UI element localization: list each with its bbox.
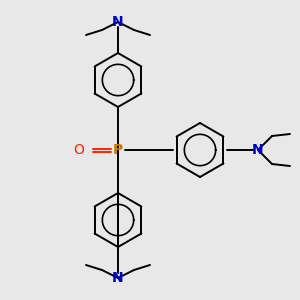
Text: N: N (252, 143, 264, 157)
Text: P: P (113, 143, 123, 157)
Text: N: N (112, 15, 124, 29)
Text: O: O (74, 143, 84, 157)
Text: N: N (112, 271, 124, 285)
